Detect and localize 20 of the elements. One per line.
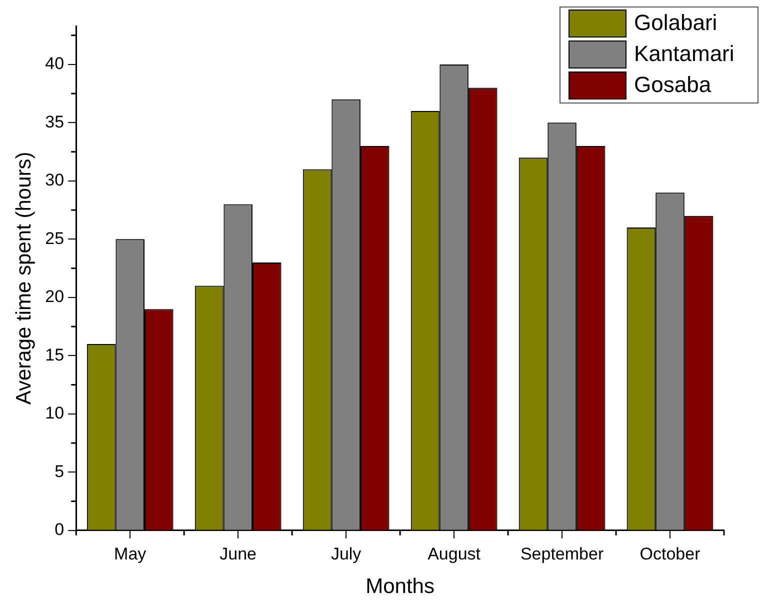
y-tick-label: 30 bbox=[45, 170, 64, 190]
x-tick-label: May bbox=[114, 544, 147, 564]
y-tick-label: 5 bbox=[54, 462, 64, 481]
x-tick-label: June bbox=[220, 544, 257, 564]
y-axis-title: Average time spent (hours) bbox=[12, 152, 36, 405]
y-tick-label: 35 bbox=[45, 112, 64, 132]
y-tick-label: 10 bbox=[45, 404, 64, 423]
x-tick-label: October bbox=[640, 544, 701, 564]
y-tick-label: 20 bbox=[45, 287, 64, 306]
legend-label: Gosaba bbox=[634, 72, 712, 98]
legend-label: Golabari bbox=[634, 10, 718, 36]
x-tick-label: August bbox=[428, 544, 481, 564]
y-tick-label: 40 bbox=[45, 54, 64, 74]
x-tick-label: September bbox=[520, 544, 604, 564]
y-tick-label: 25 bbox=[45, 228, 64, 248]
legend-label: Kantamari bbox=[634, 41, 734, 66]
x-axis-title: Months bbox=[366, 575, 434, 598]
y-tick-label: 15 bbox=[45, 345, 64, 364]
y-tick-label: 0 bbox=[54, 520, 64, 540]
x-tick-label: July bbox=[330, 544, 362, 564]
